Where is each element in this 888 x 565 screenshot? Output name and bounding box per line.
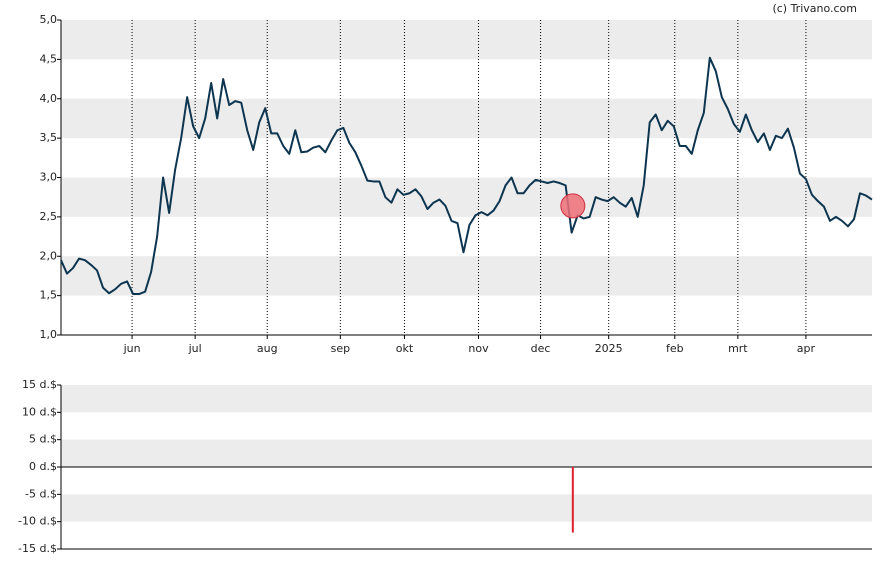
y-tick-label: 1,0 <box>40 328 58 341</box>
x-tick-label: aug <box>257 342 278 355</box>
y-tick-label: 3,5 <box>40 131 58 144</box>
x-tick-label: apr <box>797 342 816 355</box>
grid-band <box>61 494 872 522</box>
x-tick-label: jun <box>123 342 141 355</box>
y-tick-label: 10 d.$ <box>22 405 57 418</box>
x-tick-label: sep <box>331 342 350 355</box>
x-tick-label: dec <box>531 342 551 355</box>
y-tick-label: 4,5 <box>40 52 58 65</box>
x-tick-label: okt <box>396 342 414 355</box>
event-marker <box>560 193 586 219</box>
y-tick-label: 5 d.$ <box>29 433 57 446</box>
x-tick-label: 2025 <box>595 342 623 355</box>
x-tick-label: jul <box>188 342 202 355</box>
price-line <box>60 56 873 296</box>
grid-band <box>61 385 872 413</box>
y-tick-label: 1,5 <box>40 289 58 302</box>
x-tick-label: feb <box>666 342 684 355</box>
y-tick-label: 3,0 <box>40 171 58 184</box>
y-tick-label: 4,0 <box>40 92 58 105</box>
grid-band <box>61 439 872 467</box>
y-tick-label: 5,0 <box>40 13 58 26</box>
grid-band <box>61 256 872 296</box>
credit: (c) Trivano.com <box>772 2 857 15</box>
y-tick-label: 2,0 <box>40 249 58 262</box>
y-tick-label: -5 d.$ <box>25 487 57 500</box>
x-tick-label: nov <box>468 342 489 355</box>
y-tick-label: 0 d.$ <box>29 460 57 473</box>
y-tick-label: -10 d.$ <box>18 515 57 528</box>
y-tick-label: -15 d.$ <box>18 542 57 555</box>
bar <box>571 467 574 533</box>
grid-band <box>61 20 872 60</box>
x-tick-label: mrt <box>728 342 748 355</box>
y-tick-label: 15 d.$ <box>22 378 57 391</box>
y-tick-label: 2,5 <box>40 210 58 223</box>
grid-band <box>61 177 872 217</box>
